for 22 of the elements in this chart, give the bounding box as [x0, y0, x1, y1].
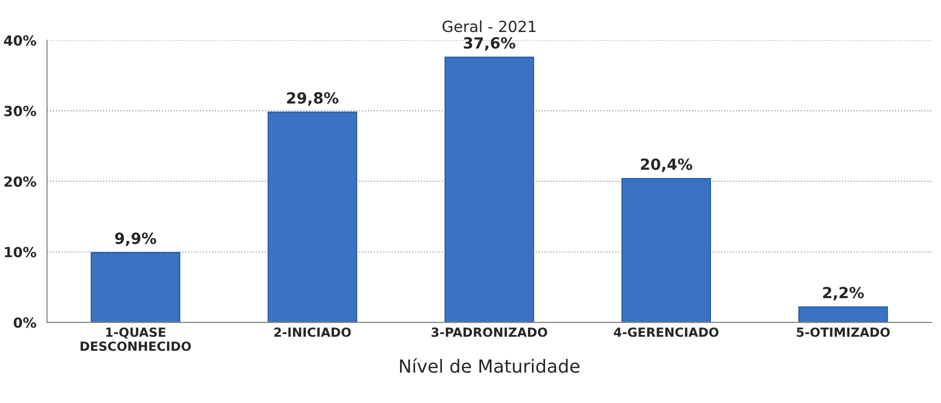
bar [621, 178, 712, 322]
bar [444, 56, 534, 322]
y-tick-label: 10% [4, 246, 36, 258]
chart-title: Geral - 2021 [442, 20, 536, 32]
x-tick-label: 3-PADRONIZADO [432, 327, 548, 337]
data-label: 37,6% [464, 37, 516, 51]
x-tick-label: 2-INICIADO [274, 327, 351, 337]
x-tick-label: 5-OTIMIZADO [796, 327, 890, 337]
data-label: 29,8% [287, 92, 338, 106]
data-label: 20,4% [640, 158, 692, 172]
bar [90, 252, 180, 322]
y-tick-label: 20% [4, 176, 36, 187]
x-tick-label: 1-QUASE DESCONHECIDO [80, 327, 191, 351]
x-tick-label: 4-GERENCIADO [614, 327, 719, 337]
data-label: 9,9% [115, 232, 156, 246]
data-label: 2,2% [823, 286, 864, 300]
y-tick-label: 40% [4, 35, 36, 46]
bar [798, 306, 888, 322]
y-tick-label: 0% [14, 317, 36, 328]
y-tick-label: 30% [4, 106, 36, 116]
bar [268, 112, 358, 322]
x-axis-title: Nível de Maturidade [400, 358, 580, 373]
